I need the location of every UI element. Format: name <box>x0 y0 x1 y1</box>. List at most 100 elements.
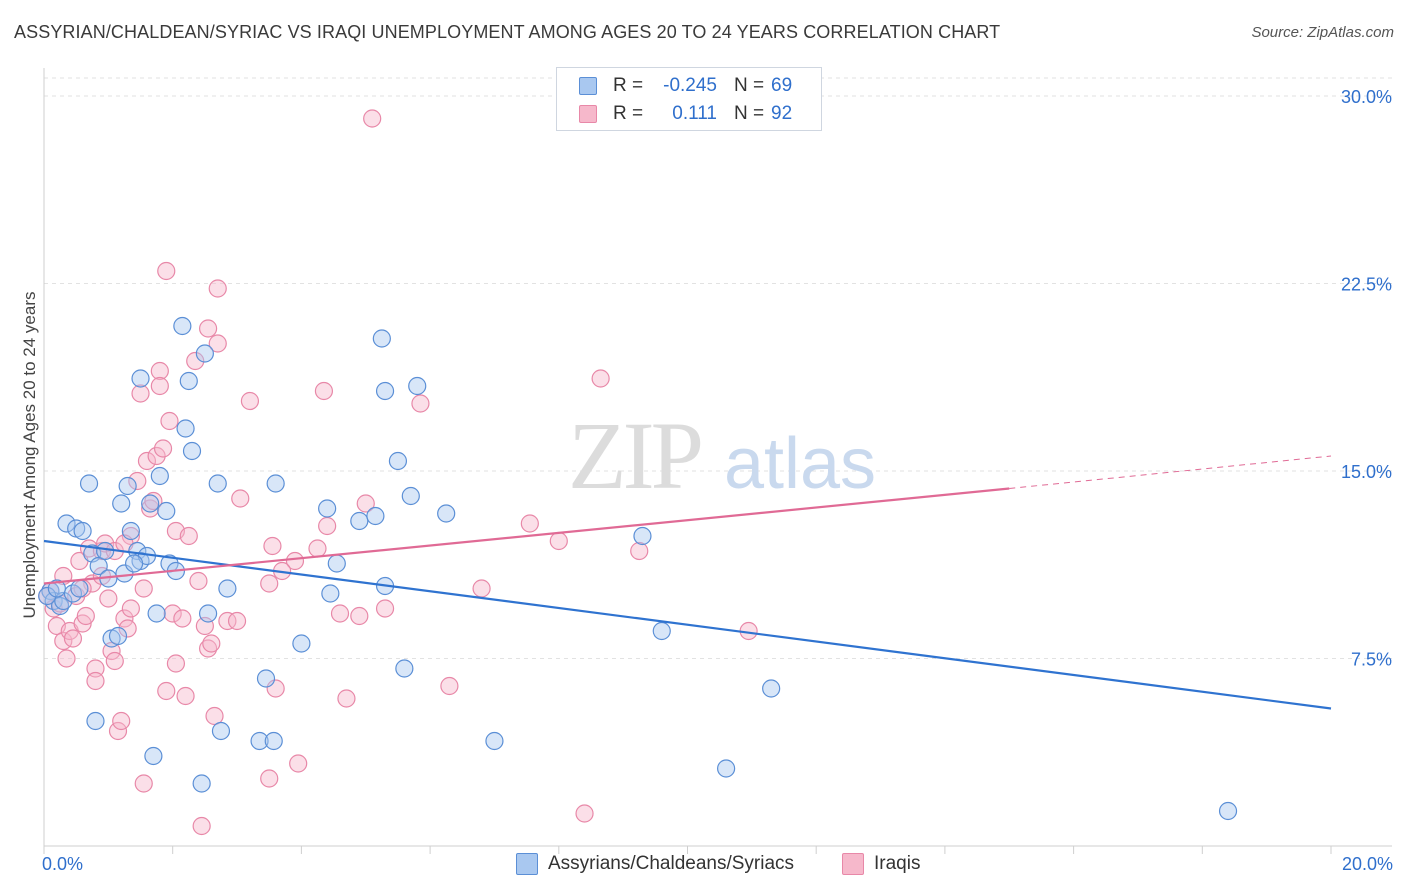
assyrians-point <box>86 711 105 731</box>
iraqis-point <box>308 539 327 558</box>
stats-box: R = -0.245 N = 69 R = 0.111 N = 92 <box>556 67 822 131</box>
x-tick-label: 20.0% <box>1342 854 1393 874</box>
assyrians-point <box>292 634 311 653</box>
stats-r-label: R = <box>613 75 644 96</box>
iraqis-point <box>57 649 76 668</box>
assyrians-point <box>633 526 652 546</box>
iraqis-point <box>131 384 150 403</box>
assyrians-point <box>762 679 781 698</box>
iraqis-point <box>240 391 260 411</box>
iraqis-point <box>108 721 128 741</box>
iraqis-trend-line <box>43 487 1010 585</box>
iraqis-point <box>630 541 649 561</box>
iraqis-point <box>202 634 221 653</box>
iraqis-point <box>260 769 279 788</box>
legend-label: Iraqis <box>874 853 921 874</box>
stats-swatch-blue <box>579 77 597 95</box>
source-credit: Source: ZipAtlas.com <box>1251 24 1394 41</box>
assyrians-point <box>211 721 231 741</box>
chart-title: ASSYRIAN/CHALDEAN/SYRIAC VS IRAQI UNEMPL… <box>14 22 1001 42</box>
iraqis-point <box>76 606 95 626</box>
iraqis-point <box>160 411 179 431</box>
iraqis-point <box>591 369 610 388</box>
assyrians-point <box>256 669 276 688</box>
assyrians-point <box>366 506 385 526</box>
iraqis-point <box>192 816 211 836</box>
iraqis-point <box>128 471 147 491</box>
iraqis-point <box>198 639 218 658</box>
iraqis-point <box>350 606 369 626</box>
assyrians-point <box>264 731 283 751</box>
iraqis-point <box>115 609 134 628</box>
stats-n-value: 92 <box>771 103 793 124</box>
assyrians-point <box>266 474 285 493</box>
assyrians-point <box>141 494 160 513</box>
assyrians-point <box>652 621 671 641</box>
x-tick-label: 0.0% <box>42 854 83 874</box>
iraqis-point <box>289 754 308 773</box>
iraqis-point <box>102 641 121 661</box>
assyrians-point <box>150 466 169 486</box>
assyrians-point <box>1218 801 1238 821</box>
assyrians-point <box>89 556 108 576</box>
assyrians-point <box>192 774 211 793</box>
stats-swatch-pink <box>579 105 597 123</box>
iraqis-point <box>549 531 568 551</box>
assyrians-points <box>38 316 1238 821</box>
legend-swatch-blue <box>516 853 538 875</box>
iraqis-point <box>260 574 279 593</box>
assyrians-point <box>176 419 195 438</box>
legend-label: Assyrians/Chaldeans/Syriacs <box>548 853 795 874</box>
iraqis-point <box>99 589 118 608</box>
iraqis-point <box>330 604 350 623</box>
axes <box>43 68 1392 854</box>
assyrians-point <box>173 316 192 336</box>
iraqis-point <box>285 551 305 571</box>
iraqis-point <box>86 659 105 678</box>
iraqis-point <box>472 579 491 598</box>
assyrians-point <box>115 564 134 583</box>
assyrians-trend-line <box>43 539 1332 710</box>
iraqis-point <box>337 689 356 708</box>
assyrians-point <box>124 554 144 573</box>
y-tick-label: 30.0% <box>1341 87 1392 107</box>
assyrians-point <box>372 329 391 348</box>
iraqis-point <box>176 686 195 706</box>
watermark-atlas: atlas <box>724 424 876 504</box>
iraqis-point <box>208 279 227 298</box>
iraqis-point <box>266 679 285 698</box>
iraqis-point <box>520 514 539 533</box>
assyrians-point <box>195 344 214 363</box>
stats-row-assyrians: R = -0.245 N = 69 <box>557 71 821 101</box>
iraqis-point <box>86 671 105 691</box>
y-tick-label: 15.0% <box>1341 462 1392 482</box>
iraqis-point <box>208 334 227 353</box>
iraqis-point <box>153 439 173 458</box>
assyrians-point <box>50 596 70 616</box>
assyrians-point <box>388 451 408 471</box>
iraqis-point <box>205 706 224 726</box>
assyrians-point <box>321 584 340 603</box>
assyrians-point <box>47 579 66 598</box>
assyrians-point <box>131 369 150 388</box>
iraqis-point <box>157 261 176 281</box>
assyrians-point <box>208 474 227 493</box>
iraqis-point <box>118 619 137 638</box>
assyrians-point <box>395 659 414 678</box>
iraqis-point <box>121 599 140 618</box>
iraqis-point <box>411 394 430 413</box>
iraqis-point <box>134 579 153 598</box>
assyrians-point <box>121 521 140 541</box>
assyrians-point <box>79 474 99 493</box>
iraqis-point <box>363 109 382 128</box>
watermark-zip: ZIP <box>568 402 701 509</box>
stats-r-label: R = <box>613 103 644 124</box>
watermark: ZIP atlas <box>568 402 876 509</box>
iraqis-point <box>356 494 375 513</box>
legend-swatch-pink <box>842 853 864 875</box>
assyrians-point <box>408 376 427 396</box>
assyrians-point <box>57 514 76 533</box>
iraqis-point <box>147 446 166 466</box>
assyrians-point <box>401 486 420 506</box>
assyrians-point <box>144 746 163 766</box>
